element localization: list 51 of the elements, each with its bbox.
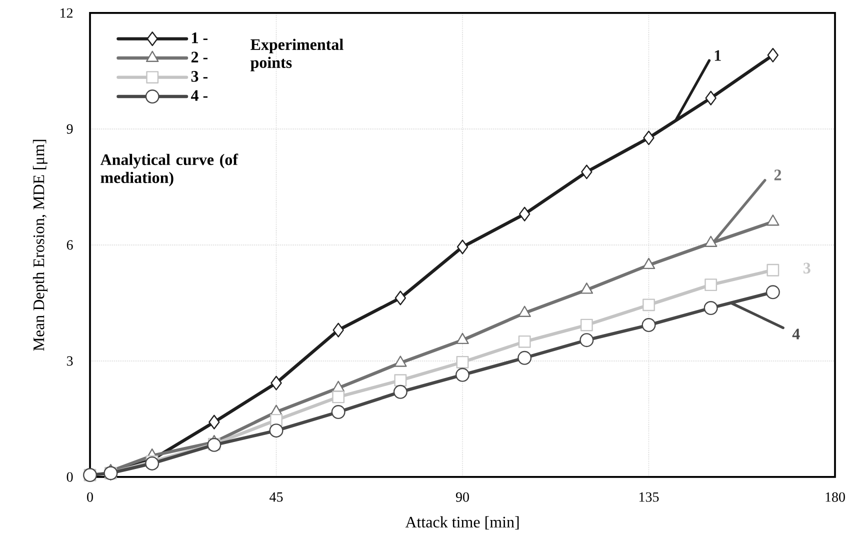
point: [518, 206, 530, 222]
y-tick-label: 6: [66, 240, 73, 250]
x-tick-label: 180: [826, 492, 845, 502]
point: [518, 350, 532, 365]
point: [394, 374, 407, 387]
annotation: 2: [774, 170, 782, 180]
point: [705, 90, 716, 106]
point: [643, 130, 654, 146]
point: [704, 301, 718, 316]
point: [332, 390, 345, 404]
point: [394, 290, 406, 306]
point: [580, 333, 594, 348]
annotation: 1: [714, 50, 721, 61]
point: [518, 335, 531, 348]
point: [642, 298, 655, 312]
x-tick-label: 90: [456, 492, 469, 502]
y-tick-label: 0: [66, 472, 73, 482]
y-axis-title: Mean Depth Erosion, MDE [μm]: [32, 140, 48, 351]
point: [393, 384, 408, 399]
x-axis-title: Attack time [min]: [405, 516, 519, 530]
y-tick-label: 12: [60, 8, 73, 18]
point: [456, 240, 468, 254]
y-tick-label: 9: [66, 124, 73, 134]
point: [580, 318, 593, 332]
legend-label: 3 -: [191, 70, 208, 82]
point: [766, 285, 780, 300]
annotation: 3: [804, 262, 810, 274]
point: [331, 405, 346, 420]
point: [208, 414, 220, 430]
annotation: Analytical curve (of mediation): [100, 154, 238, 186]
point: [766, 264, 780, 276]
point: [581, 164, 592, 180]
point: [270, 376, 282, 390]
point: [456, 368, 470, 382]
point: [767, 48, 779, 62]
legend-label: 4 -: [190, 90, 208, 101]
annotation: Experimental points: [250, 38, 344, 72]
point: [332, 322, 344, 338]
annotation: 4: [792, 328, 800, 340]
legend-label: 1 -: [192, 32, 208, 44]
point: [269, 424, 284, 438]
x-tick-label: 0: [87, 492, 93, 502]
point: [766, 214, 780, 226]
y-tick-label: 3: [66, 356, 73, 366]
legend-label: 2 -: [191, 52, 208, 62]
point: [145, 456, 160, 470]
point: [456, 356, 469, 368]
point: [642, 318, 656, 332]
x-tick-label: 45: [270, 492, 283, 502]
x-tick-label: 135: [639, 492, 659, 502]
point: [704, 278, 718, 292]
